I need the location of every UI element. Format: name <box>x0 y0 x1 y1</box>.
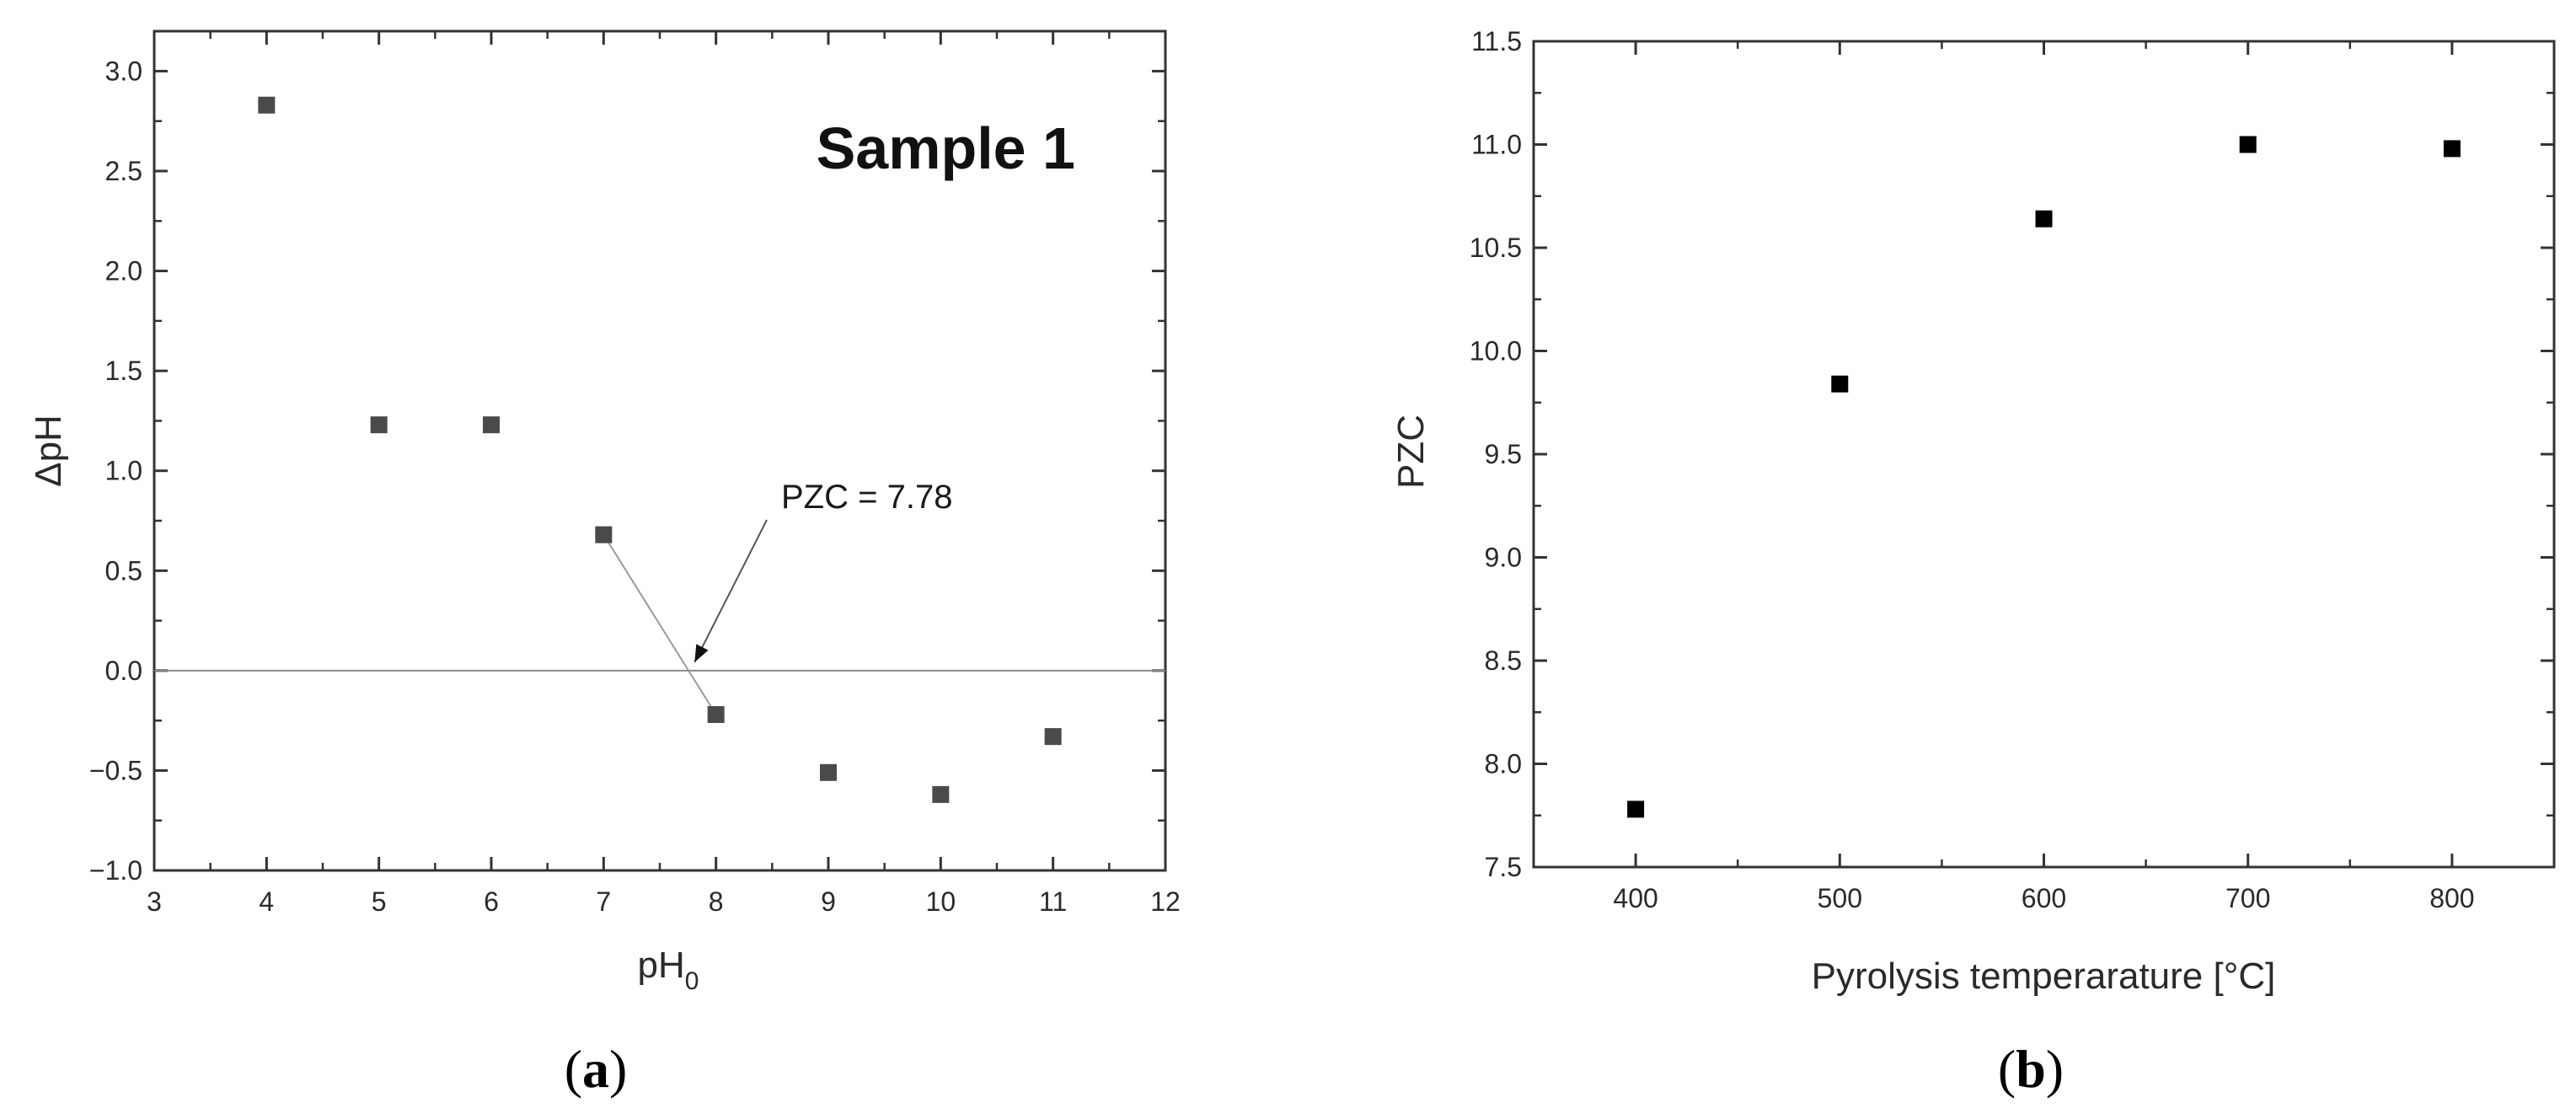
y-tick-label: 11.0 <box>1471 130 1522 160</box>
x-tick-label: 800 <box>2429 883 2474 913</box>
data-point <box>1627 800 1645 818</box>
data-point <box>932 785 950 803</box>
data-point <box>370 416 388 434</box>
data-points <box>1627 136 2461 818</box>
pzc-arrow-head <box>694 644 709 662</box>
panel-title: Sample 1 <box>817 115 1075 181</box>
panel-caption-a: (a) <box>565 1039 628 1099</box>
x-tick-label: 11 <box>1039 886 1067 917</box>
y-tick-labels: −1.0 −0.5 0.0 0.5 1.0 1.5 2.0 2.5 3.0 <box>89 56 142 886</box>
x-tick-labels: 400 500 600 700 800 <box>1613 883 2474 913</box>
caption-close: ) <box>609 1039 627 1099</box>
interpolation-line <box>602 534 717 715</box>
x-tick-label: 700 <box>2225 883 2270 913</box>
y-tick-label: 1.5 <box>105 356 142 386</box>
x-tick-label: 10 <box>926 886 956 917</box>
y-tick-label: 7.5 <box>1485 852 1522 882</box>
panel-a-chart: 3 4 5 6 7 8 9 10 11 12 −1.0 −0.5 0.0 0.5 1.0 1.5 2.0 2.5… <box>28 29 1181 1099</box>
y-tick-label: 1.0 <box>105 456 142 486</box>
panel-caption-b: (b) <box>1998 1039 2064 1099</box>
x-tick-labels: 3 4 5 6 7 8 9 10 11 12 <box>147 886 1181 917</box>
y-tick-label: 8.5 <box>1485 645 1522 676</box>
x-tick-label: 8 <box>709 886 724 917</box>
y-tick-label: 9.5 <box>1485 439 1522 469</box>
interpolation-segment <box>602 534 717 715</box>
caption-close: ) <box>2046 1039 2064 1099</box>
data-point <box>2239 136 2257 153</box>
x-axis-title: Pyrolysis temperarature [°C] <box>1812 956 2276 997</box>
y-tick-label: 0.5 <box>105 555 142 586</box>
caption-letter: a <box>582 1039 609 1099</box>
data-points <box>258 96 1062 803</box>
x-tick-label: 9 <box>821 886 836 917</box>
pzc-annotation-label: PZC = 7.78 <box>781 479 952 516</box>
pzc-arrow-shaft <box>694 519 768 663</box>
y-tick-label: 10.5 <box>1470 233 1522 263</box>
data-point <box>707 706 725 724</box>
x-axis-title: pH0 <box>638 945 699 995</box>
data-point <box>1044 728 1062 746</box>
caption-letter: b <box>2016 1039 2046 1099</box>
x-axis-title-main: pH <box>638 945 685 986</box>
x-tick-label: 3 <box>147 886 162 917</box>
x-tick-label: 4 <box>259 886 274 917</box>
y-tick-label: −1.0 <box>89 855 142 886</box>
data-point <box>258 96 276 114</box>
y-tick-label: 0.0 <box>105 656 142 686</box>
data-point <box>483 416 500 434</box>
data-point <box>2035 210 2053 228</box>
y-axis-title: PZC <box>1390 415 1432 489</box>
x-axis-title-subscript: 0 <box>685 967 699 995</box>
y-tick-label: −0.5 <box>89 755 142 785</box>
data-point <box>820 763 837 781</box>
y-tick-label: 3.0 <box>105 56 142 86</box>
data-point <box>595 526 613 543</box>
x-tick-label: 400 <box>1613 883 1658 913</box>
y-tick-label: 8.0 <box>1485 749 1522 779</box>
y-tick-label: 2.5 <box>105 156 142 186</box>
panel-b-chart: 400 500 600 700 800 7.5 8.0 8.5 9.0 9.5 10.0 10.5 1… <box>1390 26 2556 1099</box>
data-point <box>2443 140 2461 158</box>
x-tick-label: 600 <box>2022 883 2066 913</box>
plot-frame <box>1532 40 2556 869</box>
x-tick-label: 7 <box>596 886 611 917</box>
y-tick-label: 10.0 <box>1470 336 1522 367</box>
tick-marks <box>1534 40 2554 869</box>
caption-open: ( <box>1998 1039 2016 1099</box>
y-tick-label: 11.5 <box>1471 26 1522 56</box>
caption-open: ( <box>565 1039 582 1099</box>
tick-marks <box>153 31 1167 872</box>
y-axis-title: ΔpH <box>28 415 69 487</box>
pzc-arrow <box>694 519 768 663</box>
x-tick-label: 12 <box>1150 886 1181 917</box>
y-tick-label: 9.0 <box>1485 543 1522 573</box>
x-tick-label: 6 <box>484 886 499 917</box>
data-point <box>1831 375 1849 393</box>
y-tick-labels: 7.5 8.0 8.5 9.0 9.5 10.0 10.5 11.0 11.5 <box>1470 26 1522 882</box>
y-tick-label: 2.0 <box>105 256 142 286</box>
x-tick-label: 500 <box>1818 883 1862 913</box>
x-tick-label: 5 <box>372 886 387 917</box>
